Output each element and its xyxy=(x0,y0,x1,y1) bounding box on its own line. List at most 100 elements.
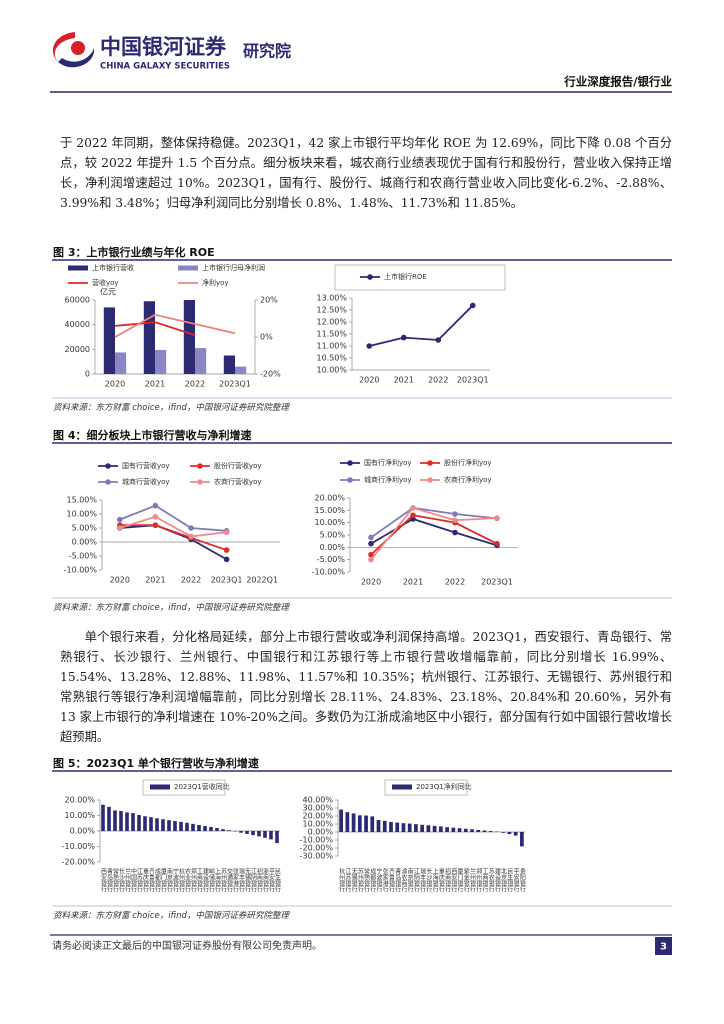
bar xyxy=(245,831,249,834)
bar xyxy=(401,823,406,832)
point xyxy=(188,533,194,540)
y-tick-label: 10.00% xyxy=(302,820,333,829)
x-tick-label: 齐鲁银行 xyxy=(387,867,394,893)
x-tick-label: 齐鲁银行 xyxy=(148,867,155,893)
bar xyxy=(185,822,189,831)
x-tick-label: 2023Q1 xyxy=(457,376,489,385)
bar xyxy=(143,816,147,831)
x-tick-label: 宁波银行 xyxy=(375,867,382,893)
bar xyxy=(345,812,350,832)
x-tick-label: 建设银行 xyxy=(493,867,500,893)
x-tick-label: 杭州银行 xyxy=(178,867,185,893)
point xyxy=(368,556,374,563)
line xyxy=(119,504,227,532)
bar xyxy=(389,822,393,832)
legend-label: 上市银行归母净利润 xyxy=(202,263,265,272)
x-tick-label: 厦门银行 xyxy=(456,868,463,893)
x-tick-label: 瑞丰银行 xyxy=(419,867,426,893)
point xyxy=(223,556,230,563)
legend-marker xyxy=(427,460,433,466)
bar xyxy=(131,813,135,831)
y-tick-label: -10.00% xyxy=(64,566,98,575)
bar xyxy=(351,813,356,832)
x-tick-label: 平安银行 xyxy=(268,868,275,893)
x-tick-label: 渝农商行 xyxy=(400,867,407,893)
y-tick-label: 10.00% xyxy=(64,811,95,820)
y-tick-label: 20.00% xyxy=(302,812,333,821)
bar xyxy=(476,829,481,832)
y-tick-label: 0.00% xyxy=(72,538,98,547)
legend-label: 2023Q1净利同比 xyxy=(416,782,472,791)
point xyxy=(188,525,194,531)
brand-en: CHINA GALAXY SECURITIES xyxy=(100,62,230,72)
x-tick-label: 2021 xyxy=(145,576,165,585)
y-tick-label: -20.00% xyxy=(300,844,334,853)
line xyxy=(119,515,227,538)
bar xyxy=(215,828,219,831)
x-tick-label: 邮储银行 xyxy=(208,867,215,893)
y-tick-label: -5.00% xyxy=(69,552,98,561)
y-tick-label: 40000 xyxy=(65,320,90,329)
paragraph: 单个银行来看，分化格局延续，部分上市银行营收或净利润保持高增。2023Q1，西安… xyxy=(60,630,672,744)
x-tick-label: 北京银行 xyxy=(500,867,507,893)
point xyxy=(410,505,416,511)
x-tick-label: 南京银行 xyxy=(406,867,413,893)
bar xyxy=(223,355,235,374)
bar xyxy=(179,821,183,831)
bar xyxy=(203,826,207,831)
x-tick-label: 郑州银行 xyxy=(190,867,197,893)
point xyxy=(152,522,159,528)
x-tick-label: 重庆银行 xyxy=(142,867,149,893)
x-tick-label: 2023Q1 xyxy=(481,578,513,587)
point xyxy=(117,525,123,531)
point xyxy=(223,547,230,553)
y-tick-label: -10.00% xyxy=(300,836,334,845)
bar xyxy=(470,829,474,832)
x-tick-label: 2021 xyxy=(145,380,165,389)
point xyxy=(368,540,374,547)
x-tick-label: 2023Q1 xyxy=(211,576,243,585)
x-tick-label: 建设银行 xyxy=(202,867,209,893)
bar xyxy=(101,804,105,831)
bar xyxy=(263,831,267,838)
legend-swatch xyxy=(392,784,412,790)
bar xyxy=(257,831,261,837)
legend-marker xyxy=(197,479,203,485)
x-tick-label: 2021 xyxy=(394,376,414,385)
bar xyxy=(376,820,381,832)
y-tick-label: 20.00% xyxy=(314,494,345,503)
bar xyxy=(197,824,201,831)
line xyxy=(370,506,498,561)
y-tick-label: 20.00% xyxy=(64,796,95,805)
line xyxy=(369,304,474,347)
legend-marker xyxy=(347,477,353,483)
x-tick-label: 成都银行 xyxy=(154,867,161,893)
figure-source: 资料来源：东方财富 choice，ifind，中国银河证券研究院整理 xyxy=(53,403,289,413)
x-tick-label: 2020 xyxy=(105,380,125,389)
x-tick-label: 2020 xyxy=(110,576,130,585)
x-tick-label: 民生银行 xyxy=(506,868,513,893)
point xyxy=(368,551,374,558)
figure-source: 资料来源：东方财富 choice，ifind，中国银河证券研究院整理 xyxy=(53,603,289,613)
legend-marker xyxy=(105,479,111,485)
x-tick-label: 上海银行 xyxy=(214,867,221,893)
point xyxy=(469,302,476,309)
legend-label: 股份行净利yoy xyxy=(444,458,492,467)
bar xyxy=(370,816,375,832)
x-tick-label: 苏州银行 xyxy=(356,867,363,893)
bar xyxy=(445,827,449,832)
bar xyxy=(103,307,115,374)
x-tick-label: 苏州银行 xyxy=(220,867,227,893)
bar xyxy=(195,348,207,374)
x-tick-label: 2022 xyxy=(181,576,201,585)
x-tick-label: 工商银行 xyxy=(481,868,488,893)
point xyxy=(400,334,407,341)
y2-tick-label: 20% xyxy=(260,296,278,305)
x-tick-label: 苏农银行 xyxy=(487,867,494,893)
figure-source: 资料来源：东方财富 choice，ifind，中国银河证券研究院整理 xyxy=(53,911,289,921)
legend-swatch xyxy=(150,784,170,790)
y-tick-label: 15.00% xyxy=(66,496,97,505)
figure-title: 图 5：2023Q1 单个银行营收与净利增速 xyxy=(53,757,259,770)
legend-swatch xyxy=(178,265,198,271)
